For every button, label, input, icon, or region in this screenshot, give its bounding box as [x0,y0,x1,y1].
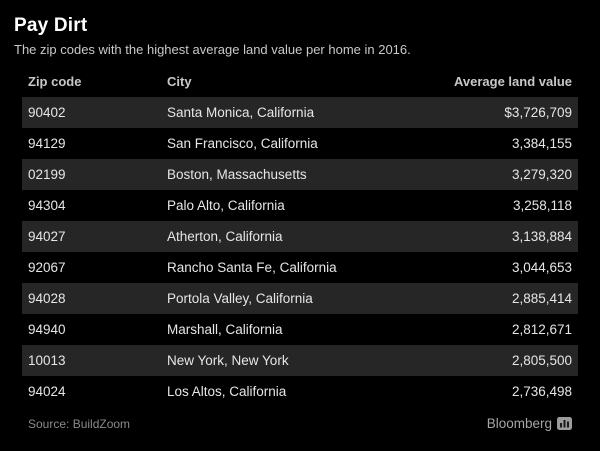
chart-footer: Source: BuildZoom Bloomberg [28,416,572,431]
table-row: 92067 Rancho Santa Fe, California 3,044,… [22,252,578,283]
bloomberg-terminal-icon [557,417,572,431]
land-value-cell: 3,258,118 [512,198,572,214]
city-cell: New York, New York [167,353,289,369]
land-value-cell: 2,812,671 [511,322,572,338]
land-value-cell: 3,138,884 [511,229,572,245]
land-value-cell: 3,384,155 [511,136,572,152]
zip-code-cell: 02199 [28,167,66,183]
land-value-cell: 2,805,500 [511,353,572,369]
city-cell: Atherton, California [167,229,283,245]
zip-code-cell: 94028 [28,291,66,307]
zip-code-cell: 94940 [28,322,66,338]
city-cell: San Francisco, California [167,136,318,152]
chart-subtitle: The zip codes with the highest average l… [14,41,411,57]
zip-code-cell: 92067 [28,260,66,276]
city-cell: Boston, Massachusetts [167,167,307,183]
table-body: 90402 Santa Monica, California $3,726,70… [22,97,578,407]
chart-title: Pay Dirt [14,15,88,36]
city-cell: Portola Valley, California [167,291,313,307]
bloomberg-brand: Bloomberg [487,416,572,431]
column-header-average-land-value: Average land value [453,74,572,90]
land-value-cell: 2,736,498 [511,384,572,400]
city-cell: Los Altos, California [167,384,287,400]
table-row: 90402 Santa Monica, California $3,726,70… [22,97,578,129]
table-row: 02199 Boston, Massachusetts 3,279,320 [22,159,578,191]
bloomberg-wordmark: Bloomberg [486,416,552,432]
table-row: 94940 Marshall, California 2,812,671 [22,314,578,345]
source-attribution: Source: BuildZoom [28,416,131,431]
land-value-cell: 3,044,653 [511,260,572,276]
table-row: 94129 San Francisco, California 3,384,15… [22,128,578,159]
land-value-cell: 3,279,320 [511,167,572,183]
zip-code-cell: 94024 [28,384,66,400]
city-cell: Palo Alto, California [167,198,285,214]
zip-code-cell: 94129 [28,136,66,152]
city-cell: Santa Monica, California [167,105,315,121]
table-row: 94027 Atherton, California 3,138,884 [22,221,578,253]
land-value-cell: $3,726,709 [504,105,572,121]
table-row: 94028 Portola Valley, California 2,885,4… [22,283,578,315]
zip-code-cell: 94304 [28,198,66,214]
table-row: 94304 Palo Alto, California 3,258,118 [22,190,578,221]
table-header-row: Zip code City Average land value [22,74,578,89]
zip-code-cell: 90402 [28,105,66,121]
column-header-city: City [167,74,192,90]
land-value-cell: 2,885,414 [511,291,572,307]
table-row: 10013 New York, New York 2,805,500 [22,345,578,377]
chart-container: Pay Dirt The zip codes with the highest … [14,15,578,431]
zip-code-cell: 94027 [28,229,66,245]
city-cell: Rancho Santa Fe, California [167,260,337,276]
city-cell: Marshall, California [167,322,283,338]
zip-code-cell: 10013 [28,353,66,369]
table-row: 94024 Los Altos, California 2,736,498 [22,376,578,407]
column-header-zip-code: Zip code [28,74,82,90]
